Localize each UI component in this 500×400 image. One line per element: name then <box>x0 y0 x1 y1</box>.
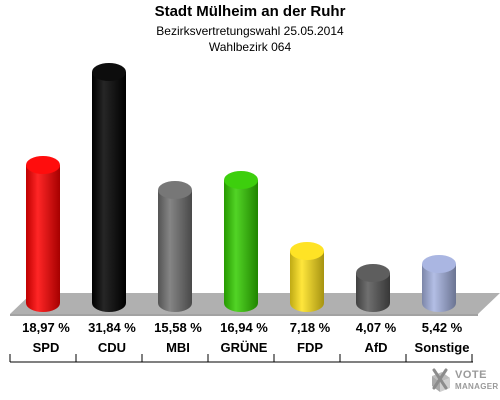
value-label-mbi: 15,58 % <box>154 320 202 335</box>
value-label-cdu: 31,84 % <box>88 320 136 335</box>
category-label-cdu: CDU <box>98 340 126 355</box>
bar-sonstige <box>422 255 456 312</box>
category-label-afd: AfD <box>364 340 387 355</box>
bar-spd <box>26 156 60 312</box>
category-label-sonstige: Sonstige <box>415 340 470 355</box>
value-label-sonstige: 5,42 % <box>422 320 463 335</box>
bar-gr-ne <box>224 171 258 312</box>
category-label-mbi: MBI <box>166 340 190 355</box>
chart-subtitle: Bezirksvertretungswahl 25.05.2014 <box>156 24 344 38</box>
value-label-afd: 4,07 % <box>356 320 397 335</box>
category-label-fdp: FDP <box>297 340 323 355</box>
district-label: Wahlbezirk 064 <box>208 40 292 54</box>
ballot-cross-icon <box>432 368 450 392</box>
vote-manager-logo: VOTE MANAGER <box>428 365 498 397</box>
bar-afd <box>356 264 390 312</box>
chart-floor-front <box>10 314 478 316</box>
value-label-fdp: 7,18 % <box>290 320 331 335</box>
category-label-spd: SPD <box>33 340 60 355</box>
logo-text-vote: VOTE <box>455 369 487 381</box>
bar-mbi <box>158 181 192 312</box>
category-label-gr-ne: GRÜNE <box>221 340 268 355</box>
value-label-spd: 18,97 % <box>22 320 70 335</box>
bar-cdu <box>92 63 126 312</box>
logo-text-manager: MANAGER <box>455 382 499 391</box>
value-label-gr-ne: 16,94 % <box>220 320 268 335</box>
chart-title: Stadt Mülheim an der Ruhr <box>154 3 346 20</box>
bar-fdp <box>290 242 324 312</box>
